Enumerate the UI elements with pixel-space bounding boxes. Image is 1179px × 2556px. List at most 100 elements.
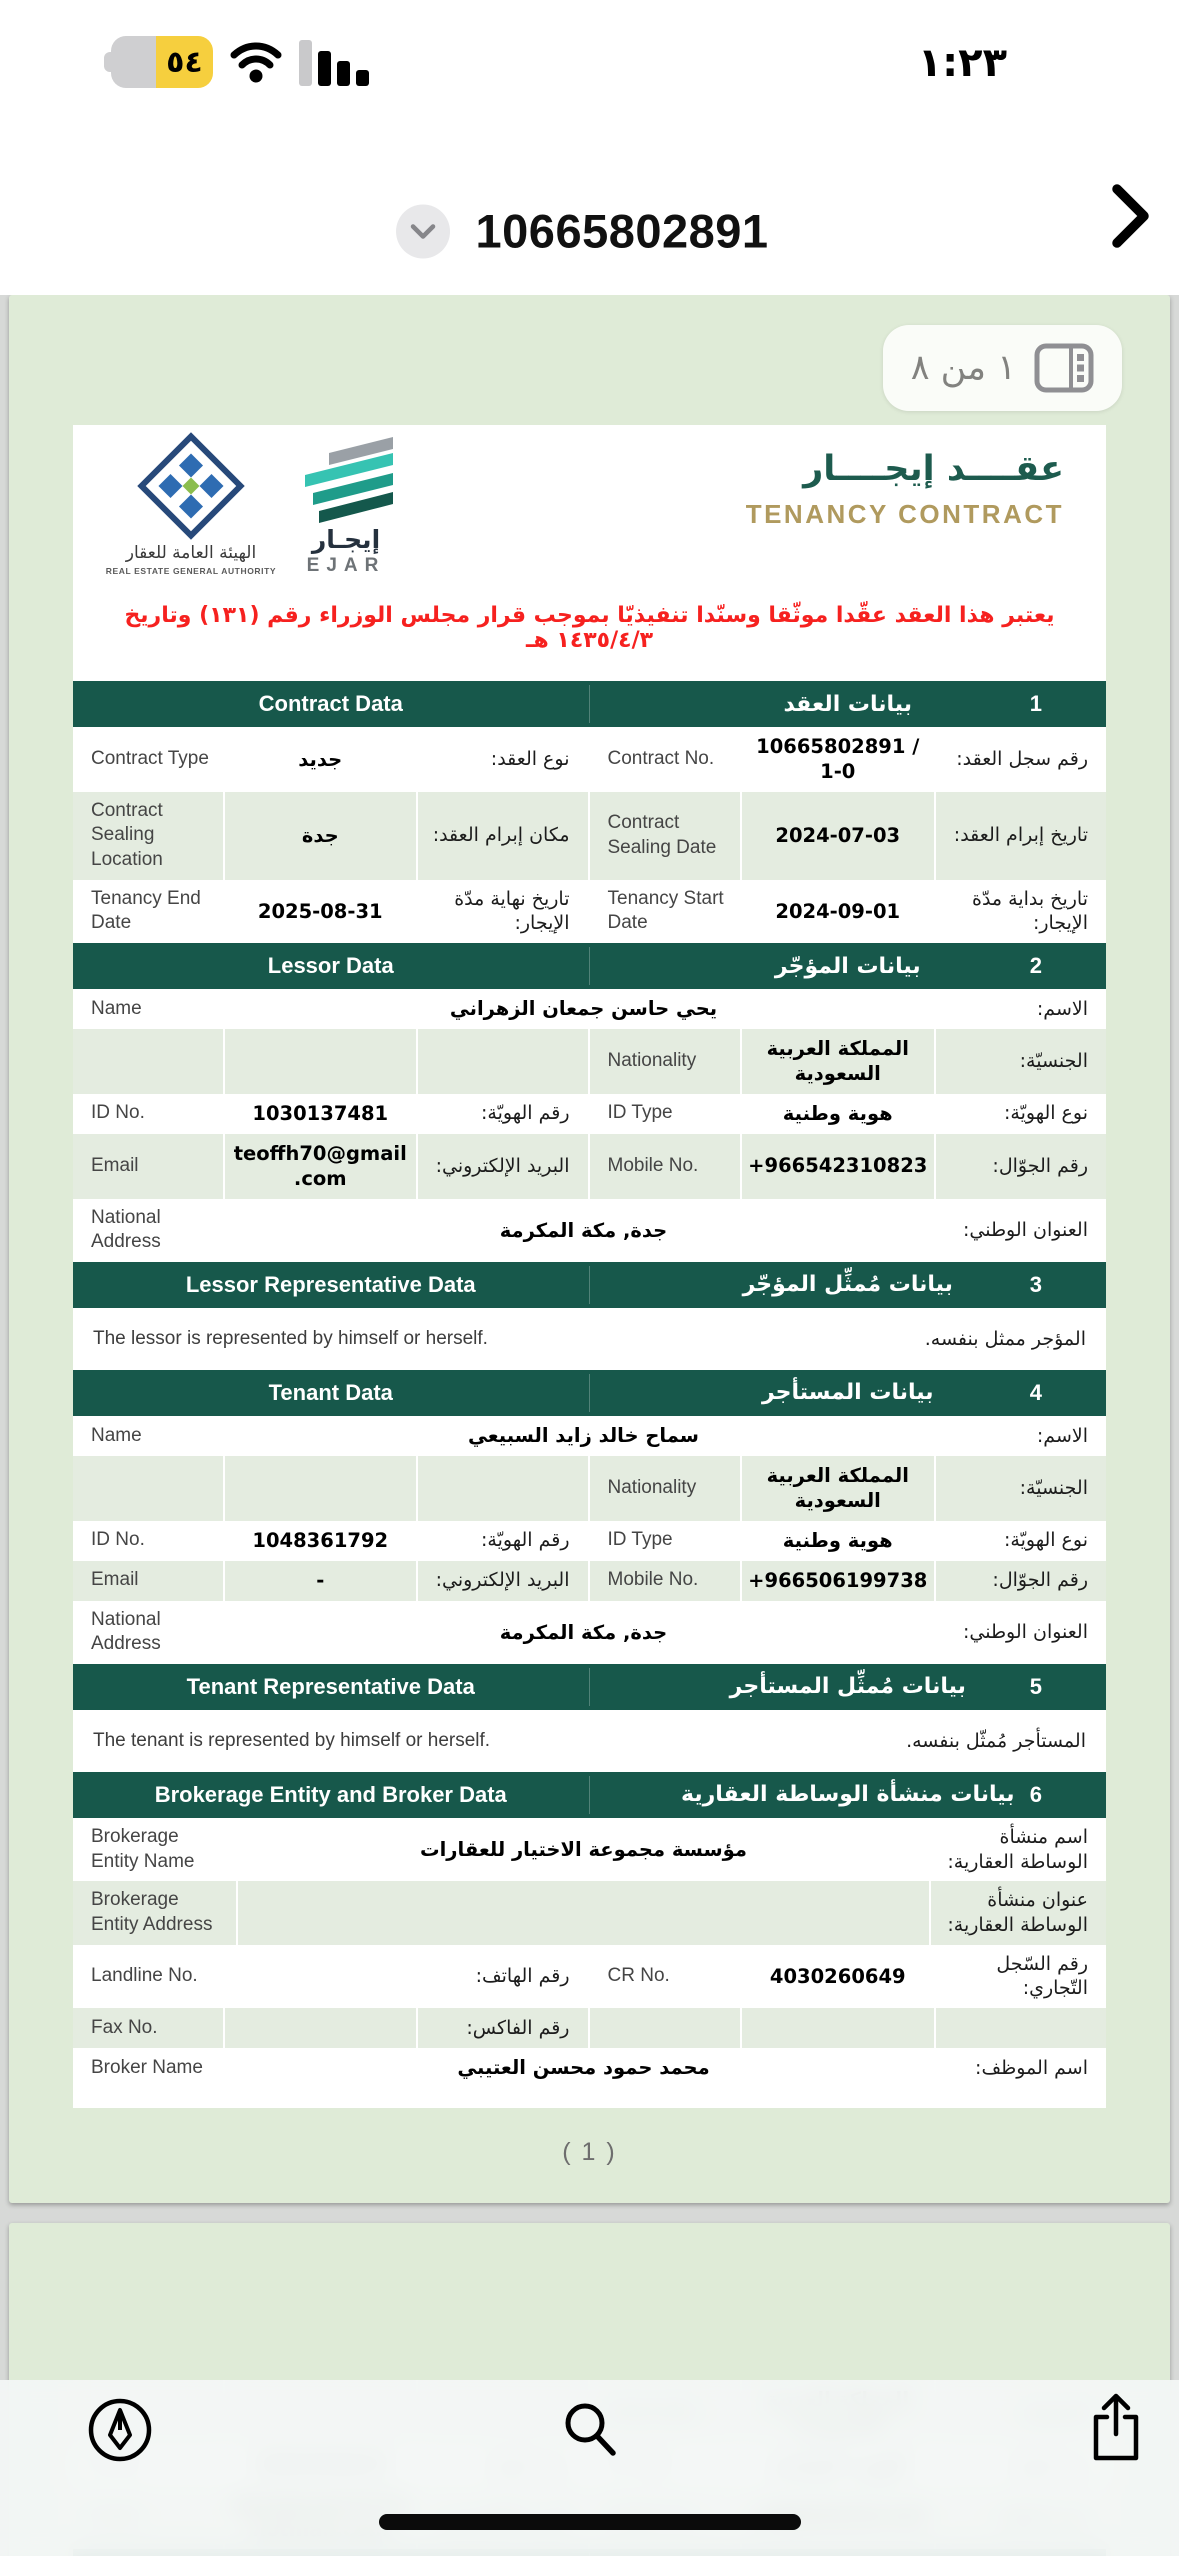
field-label-en: National Address: [73, 1600, 238, 1664]
section-title-ar: بيانات مُمثِّل المستأجر: [729, 1674, 966, 1700]
field-value: [742, 2008, 936, 2049]
field-value: جدة, مكة المكرمة: [238, 1600, 931, 1664]
table-row: المؤجر ممثل بنفسه. The lessor is represen…: [73, 1307, 1106, 1370]
field-value: teoffh70@gmail.com: [225, 1133, 418, 1199]
section-title-en: Contract Data: [73, 685, 590, 723]
table-row: رقم السّجل التّجاري: 4030260649 CR No. رقم …: [73, 1944, 1106, 2009]
field-label-ar: رقم الجوّال:: [992, 1569, 1088, 1592]
field-value: 1030137481: [225, 1093, 418, 1134]
field-label-ar: الاسم:: [1036, 1424, 1088, 1447]
table-row: رقم سجل العقد: 10665802891 / 1-0 Contract …: [73, 727, 1106, 792]
ejar-name-en: EJAR: [306, 555, 386, 576]
table-row: اسم الموظف: محمد حمود محسن العتيبي Broker …: [73, 2048, 1106, 2089]
field-value: 1048361792: [225, 1520, 418, 1561]
battery-percent: ٥٤: [155, 36, 213, 88]
field-value: +966506199738: [742, 1560, 936, 1601]
section-title-ar: بيانات منشأة الوساطة العقارية: [681, 1782, 1015, 1808]
search-icon: [558, 2396, 622, 2460]
field-value: محمد حمود محسن العتيبي: [238, 2048, 931, 2089]
row-half: رقم الفاكس: Fax No.: [73, 2008, 590, 2049]
row-half: [73, 1029, 590, 1094]
field-value: هوية وطنية: [742, 1520, 936, 1561]
section-number: 5: [1029, 1673, 1042, 1699]
field-label-en: Contract Sealing Location: [73, 791, 225, 880]
field-value: 4030260649: [742, 1944, 936, 2009]
cellular-icon: [299, 38, 373, 86]
section-number: 2: [1029, 953, 1042, 979]
row-half: البريد الإلكتروني: - Email: [73, 1560, 590, 1601]
status-icons: ٥٤: [104, 36, 373, 88]
field-label-ar: البريد الإلكتروني:: [435, 1569, 570, 1592]
rega-name-en: REAL ESTATE GENERAL AUTHORITY: [105, 566, 277, 576]
title-bar: 10665802891: [0, 168, 1179, 294]
pdf-viewer[interactable]: ١ من ٨: [0, 295, 1179, 2556]
row-half: [73, 1455, 590, 1521]
note-text-ar: المستأجر مُمثّل بنفسه.: [906, 1729, 1086, 1752]
markup-button[interactable]: [86, 2396, 154, 2464]
battery-empty-segment: [111, 36, 156, 88]
field-label-ar: نوع العقد:: [490, 748, 570, 770]
search-button[interactable]: [558, 2396, 622, 2460]
document-dropdown-button[interactable]: [395, 204, 450, 258]
field-label-en: [73, 1455, 225, 1521]
row-half: نوع العقد: جديد Contract Type: [73, 727, 590, 792]
chevron-right-icon: [1109, 182, 1153, 250]
section-title-ar: بيانات المؤجّر: [774, 953, 921, 979]
field-value: جدة: [225, 791, 418, 880]
section-title-en: Lessor Data: [73, 947, 590, 986]
section-header: بيانات المستأجر Tenant Data 4: [73, 1369, 1106, 1416]
field-label-ar: عنوان منشأة الوساطة العقارية:: [947, 1889, 1088, 1936]
field-label-en: Broker Name: [73, 2048, 238, 2089]
battery-icon: ٥٤: [104, 36, 213, 88]
field-label-en: Mobile No.: [590, 1560, 742, 1601]
table-row: المستأجر مُمثّل بنفسه. The tenant is repr…: [73, 1709, 1106, 1772]
field-label-en: [590, 2008, 742, 2049]
row-half: تاريخ بداية مدّة الإيجار: 2024-09-01 Tenan…: [590, 879, 1107, 944]
field-value: 2024-07-03: [742, 791, 936, 880]
field-label-ar: نوع الهويّة:: [1004, 1529, 1088, 1552]
table-row: اسم منشأة الوساطة العقارية: مؤسسة مجموعة …: [73, 1817, 1106, 1882]
field-label-en: Brokerage Entity Name: [73, 1817, 238, 1882]
section-header: بيانات مُمثِّل المؤجّر Lessor Representat…: [73, 1261, 1106, 1308]
field-label-ar: الاسم:: [1036, 997, 1088, 1020]
table-row: رقم الفاكس: Fax No.: [73, 2008, 1106, 2049]
pdf-page-1: ١ من ٨: [9, 295, 1170, 2204]
field-label-en: Name: [73, 1415, 238, 1456]
row-half: تاريخ نهاية مدّة الإيجار: 2025-08-31 Tenan…: [73, 879, 590, 944]
field-label-ar: رقم الجوّال:: [992, 1154, 1088, 1177]
note-text-ar: المؤجر ممثل بنفسه.: [924, 1327, 1086, 1350]
row-half: نوع الهويّة: هوية وطنية ID Type: [590, 1093, 1107, 1134]
field-label-ar: اسم منشأة الوساطة العقارية:: [947, 1825, 1088, 1873]
row-half: رقم سجل العقد: 10665802891 / 1-0 Contract …: [590, 727, 1107, 792]
wifi-icon: [229, 40, 283, 84]
battery-tip: [104, 52, 113, 72]
table-row: العنوان الوطني: جدة, مكة المكرمة National …: [73, 1600, 1106, 1664]
share-button[interactable]: [1085, 2390, 1147, 2466]
share-icon: [1085, 2390, 1147, 2466]
field-label-en: National Address: [73, 1198, 238, 1262]
row-half: رقم الهاتف: Landline No.: [73, 1944, 590, 2009]
field-label-ar: مكان إبرام العقد:: [432, 824, 570, 847]
field-label-ar: اسم الموظف:: [975, 2056, 1088, 2079]
rega-name-ar: الهيئة العامة للعقار: [125, 543, 257, 563]
contract-card: الهيئة العامة للعقار REAL ESTATE GENERAL…: [73, 425, 1107, 2109]
field-label-en: Nationality: [590, 1029, 742, 1094]
section-header: بيانات مُمثِّل المستأجر Tenant Representa…: [73, 1663, 1106, 1710]
ejar-name-ar: إيجـار: [311, 525, 381, 554]
row-half: البريد الإلكتروني: teoffh70@gmail.com Emai…: [73, 1133, 590, 1199]
home-indicator[interactable]: [378, 2514, 801, 2530]
field-value: 10665802891 / 1-0: [742, 727, 936, 792]
field-label-ar: الجنسيّة:: [1019, 1050, 1088, 1073]
forward-chevron-button[interactable]: [1109, 182, 1153, 250]
field-label-ar: تاريخ نهاية مدّة الإيجار:: [454, 887, 570, 935]
section-title-en: Brokerage Entity and Broker Data: [73, 1775, 590, 1814]
ejar-logo: إيجـار EJAR: [291, 435, 401, 577]
page-indicator[interactable]: ١ من ٨: [882, 325, 1122, 411]
table-row: العنوان الوطني: جدة, مكة المكرمة National …: [73, 1198, 1106, 1262]
field-value: جديد: [225, 727, 418, 792]
field-label-ar: تاريخ إبرام العقد:: [953, 824, 1088, 847]
section-header: بيانات العقد Contract Data 1: [73, 681, 1106, 727]
field-label-ar: نوع الهويّة:: [1004, 1102, 1088, 1125]
field-value: المملكة العربية السعودية: [742, 1029, 936, 1094]
section-title-en: Tenant Representative Data: [73, 1667, 590, 1706]
